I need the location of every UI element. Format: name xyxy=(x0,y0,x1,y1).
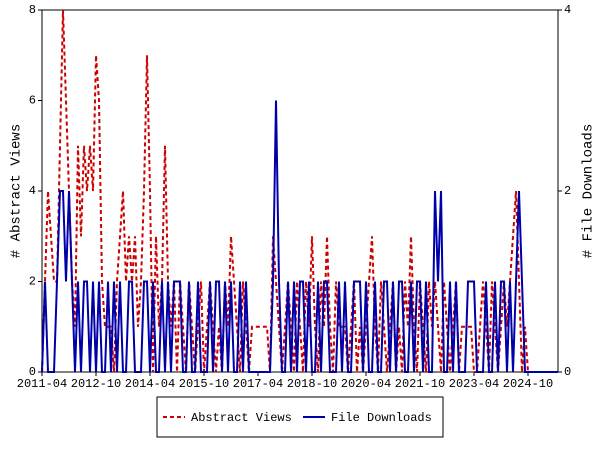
x-tick-label: 2017-04 xyxy=(233,377,283,391)
y-tick-label: 6 xyxy=(29,94,36,108)
x-tick-label: 2023-04 xyxy=(449,377,499,391)
y-tick-label: 2 xyxy=(29,275,36,289)
y2-tick-label: 4 xyxy=(564,3,571,17)
x-tick-label: 2012-10 xyxy=(71,377,121,391)
y-axis-label: # Abstract Views xyxy=(9,124,25,258)
x-tick-label: 2011-04 xyxy=(17,377,67,391)
series-line xyxy=(41,100,558,373)
x-tick-label: 2021-10 xyxy=(395,377,445,391)
y2-axis-label: # File Downloads xyxy=(581,124,597,258)
y-tick-label: 4 xyxy=(29,184,36,198)
x-tick-label: 2024-10 xyxy=(503,377,553,391)
legend-label: File Downloads xyxy=(331,411,432,425)
y-tick-label: 0 xyxy=(29,365,36,379)
series-line xyxy=(41,9,558,373)
x-tick-label: 2014-04 xyxy=(125,377,175,391)
x-tick-label: 2015-10 xyxy=(179,377,229,391)
legend-label: Abstract Views xyxy=(191,411,292,425)
x-tick-label: 2020-04 xyxy=(341,377,391,391)
y2-tick-label: 0 xyxy=(564,365,571,379)
y-tick-label: 8 xyxy=(29,3,36,17)
x-tick-label: 2018-10 xyxy=(287,377,337,391)
y2-tick-label: 2 xyxy=(564,184,571,198)
legend xyxy=(156,396,444,438)
